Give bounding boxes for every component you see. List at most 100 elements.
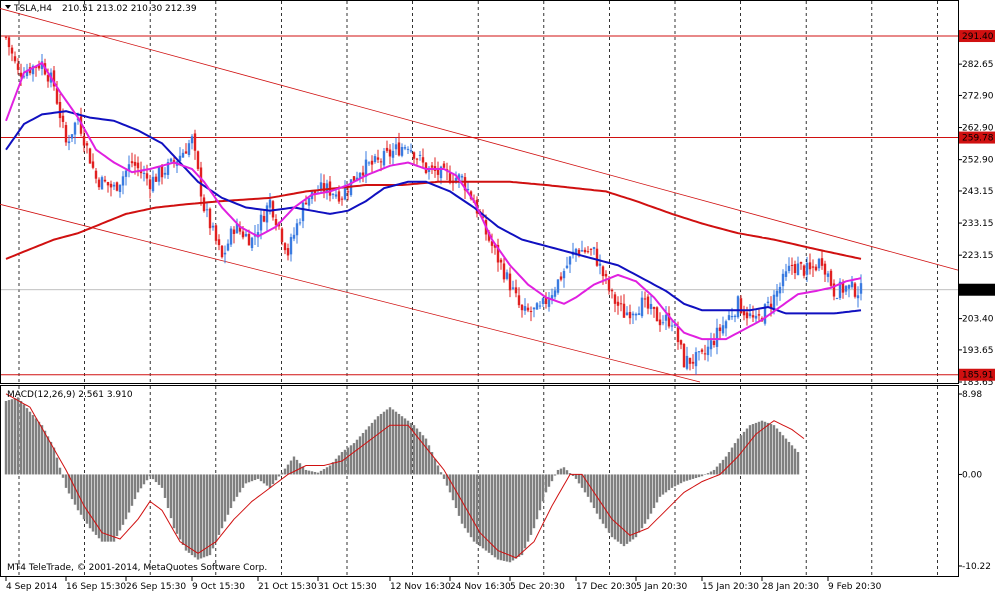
macd-bar (616, 474, 620, 542)
macd-bar (739, 435, 743, 475)
price-panel-frame (0, 0, 959, 384)
macd-bar (622, 474, 626, 547)
macd-bar (274, 474, 278, 481)
candle-bear (82, 135, 86, 146)
macd-bar (673, 474, 677, 487)
macd-bar (22, 404, 26, 475)
candle-bear (376, 157, 380, 160)
candle-bear (193, 133, 197, 151)
candle-bull (826, 273, 830, 277)
price-tick-label: 183.65 (962, 378, 994, 388)
candle-bull (523, 306, 527, 311)
macd-bar (376, 416, 380, 475)
macd-tick-label: 0.00 (962, 470, 982, 480)
time-tick-label: 28 Jan 20:30 (762, 582, 819, 592)
macd-bar (748, 425, 752, 475)
time-tick-label: 12 Nov 16:30 (390, 582, 451, 592)
macd-bar (265, 474, 269, 486)
macd-bar (199, 474, 203, 559)
candle-bear (688, 357, 692, 364)
macd-bar (37, 421, 41, 475)
candle-bull (538, 305, 542, 307)
ma-fast-line (5, 61, 862, 341)
candle-bear (103, 179, 107, 182)
macd-bar (406, 420, 410, 475)
dropdown-triangle-icon[interactable] (5, 5, 11, 9)
candle-bear (388, 149, 392, 157)
price-tick-label: 233.15 (962, 219, 994, 229)
candle-bear (508, 273, 512, 291)
macd-bar (463, 474, 467, 529)
candle-bear (436, 168, 440, 175)
macd-bar (172, 474, 176, 529)
macd-bar (235, 474, 239, 497)
macd-bar (586, 474, 590, 497)
macd-bar (130, 474, 134, 506)
macd-bar (202, 474, 206, 558)
macd-bar (391, 409, 395, 475)
candle-bull (178, 155, 182, 162)
channel-upper-line (0, 8, 959, 271)
candle-bull (592, 247, 596, 249)
macd-bar (550, 474, 554, 482)
candle-bear (247, 234, 251, 246)
macd-bar (685, 474, 689, 481)
macd-bar (667, 474, 671, 491)
macd-bar (157, 474, 161, 485)
macd-bar (160, 474, 164, 488)
candle-bull (40, 61, 44, 70)
candle-bear (133, 161, 137, 166)
macd-bar (661, 474, 665, 495)
macd-bar (601, 474, 605, 524)
macd-bar (490, 474, 494, 556)
macd-bar (535, 474, 539, 520)
time-tick-label: 4 Sep 2014 (6, 582, 58, 592)
candle-bull (778, 286, 782, 294)
macd-bar (268, 474, 272, 488)
macd-bar (742, 431, 746, 475)
macd-bar (784, 438, 788, 475)
macd-bar (367, 426, 371, 475)
macd-bar (757, 421, 761, 475)
candle-bull (235, 223, 239, 234)
moving-averages (5, 61, 862, 341)
vertical-gridlines (18, 1, 938, 576)
macd-bar (382, 411, 386, 475)
macd-tick-label: -10.22 (962, 562, 991, 572)
candle-bull (418, 154, 422, 156)
macd-bar (595, 474, 599, 514)
candle-bear (130, 161, 134, 164)
candle-bull (259, 214, 263, 231)
candle-bear (199, 167, 203, 197)
macd-bar (442, 474, 446, 479)
macd-bar (79, 474, 83, 515)
time-tick-label: 9 Feb 20:30 (828, 582, 882, 592)
candle-bear (742, 310, 746, 316)
macd-signal-line (5, 393, 805, 559)
time-tick-label: 5 Jan 20:30 (636, 582, 688, 592)
symbol-header[interactable]: TSLA,H4 210.51 213.02 210.30 212.39 (5, 4, 197, 14)
candle-bull (70, 134, 74, 139)
candle-bear (283, 243, 287, 251)
candle-bear (658, 319, 662, 326)
candle-bull (715, 327, 719, 347)
candle-bull (637, 313, 641, 315)
candle-bear (304, 202, 308, 205)
candle-bull (724, 321, 728, 329)
time-tick-label: 9 Oct 15:30 (192, 582, 245, 592)
macd-bar (373, 419, 377, 475)
candle-bear (322, 183, 326, 192)
candle-bull (574, 248, 578, 254)
candle-bull (553, 290, 557, 297)
macd-signal (5, 393, 805, 559)
candle-bear (154, 176, 158, 182)
macd-bar (508, 474, 512, 563)
candle-bear (793, 264, 797, 274)
candle-bear (559, 276, 563, 280)
macd-bar (118, 474, 122, 531)
candle-bear (799, 261, 803, 264)
copyright-text: MT4 TeleTrade, © 2001-2014, MetaQuotes S… (7, 563, 267, 573)
macd-bar (319, 470, 323, 475)
